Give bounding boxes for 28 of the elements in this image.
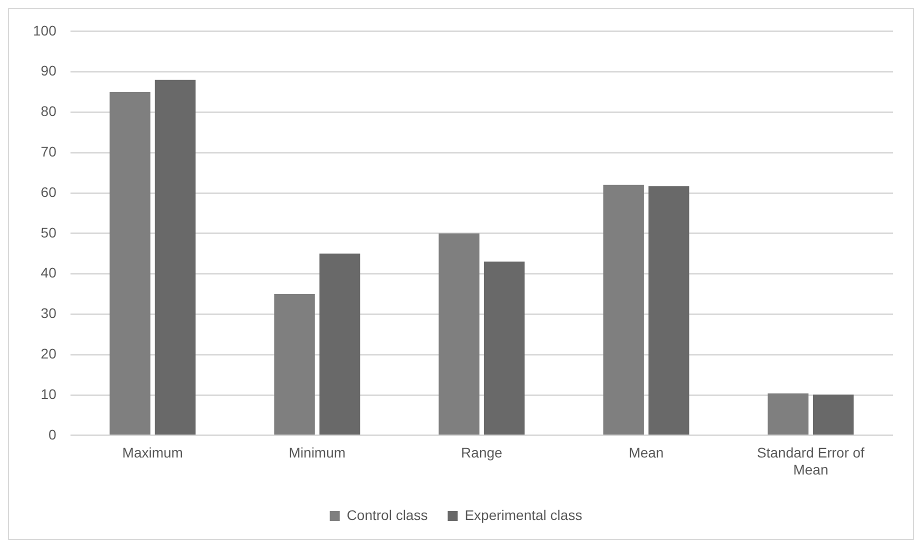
bar — [768, 393, 808, 435]
legend-label: Experimental class — [464, 506, 582, 523]
bar — [154, 80, 196, 435]
bar — [648, 186, 690, 435]
x-tick-label: Minimum — [288, 444, 346, 461]
bar — [438, 233, 480, 435]
y-tick-label: 0 — [48, 426, 57, 442]
y-tick-label: 70 — [40, 143, 57, 160]
legend-label: Control class — [346, 506, 428, 523]
y-tick-label: 100 — [33, 22, 57, 38]
x-tick-label: Range — [461, 444, 503, 461]
x-tick-label: Mean — [628, 444, 664, 461]
bar — [813, 394, 854, 435]
bar — [110, 92, 150, 435]
y-tick-label: 30 — [40, 305, 57, 322]
bar — [484, 262, 525, 435]
bar — [274, 294, 315, 435]
y-tick-label: 50 — [40, 224, 57, 240]
x-tick-label: Standard Error of Mean — [757, 444, 865, 478]
y-tick-label: 20 — [40, 345, 57, 362]
y-tick-label: 90 — [40, 62, 57, 79]
y-tick-label: 40 — [40, 264, 57, 281]
x-tick-label: Maximum — [122, 444, 183, 461]
bar — [319, 254, 360, 435]
bar — [603, 184, 644, 435]
y-tick-label: 80 — [40, 103, 57, 120]
y-tick-label: 60 — [40, 184, 57, 200]
y-tick-label: 10 — [40, 386, 57, 402]
